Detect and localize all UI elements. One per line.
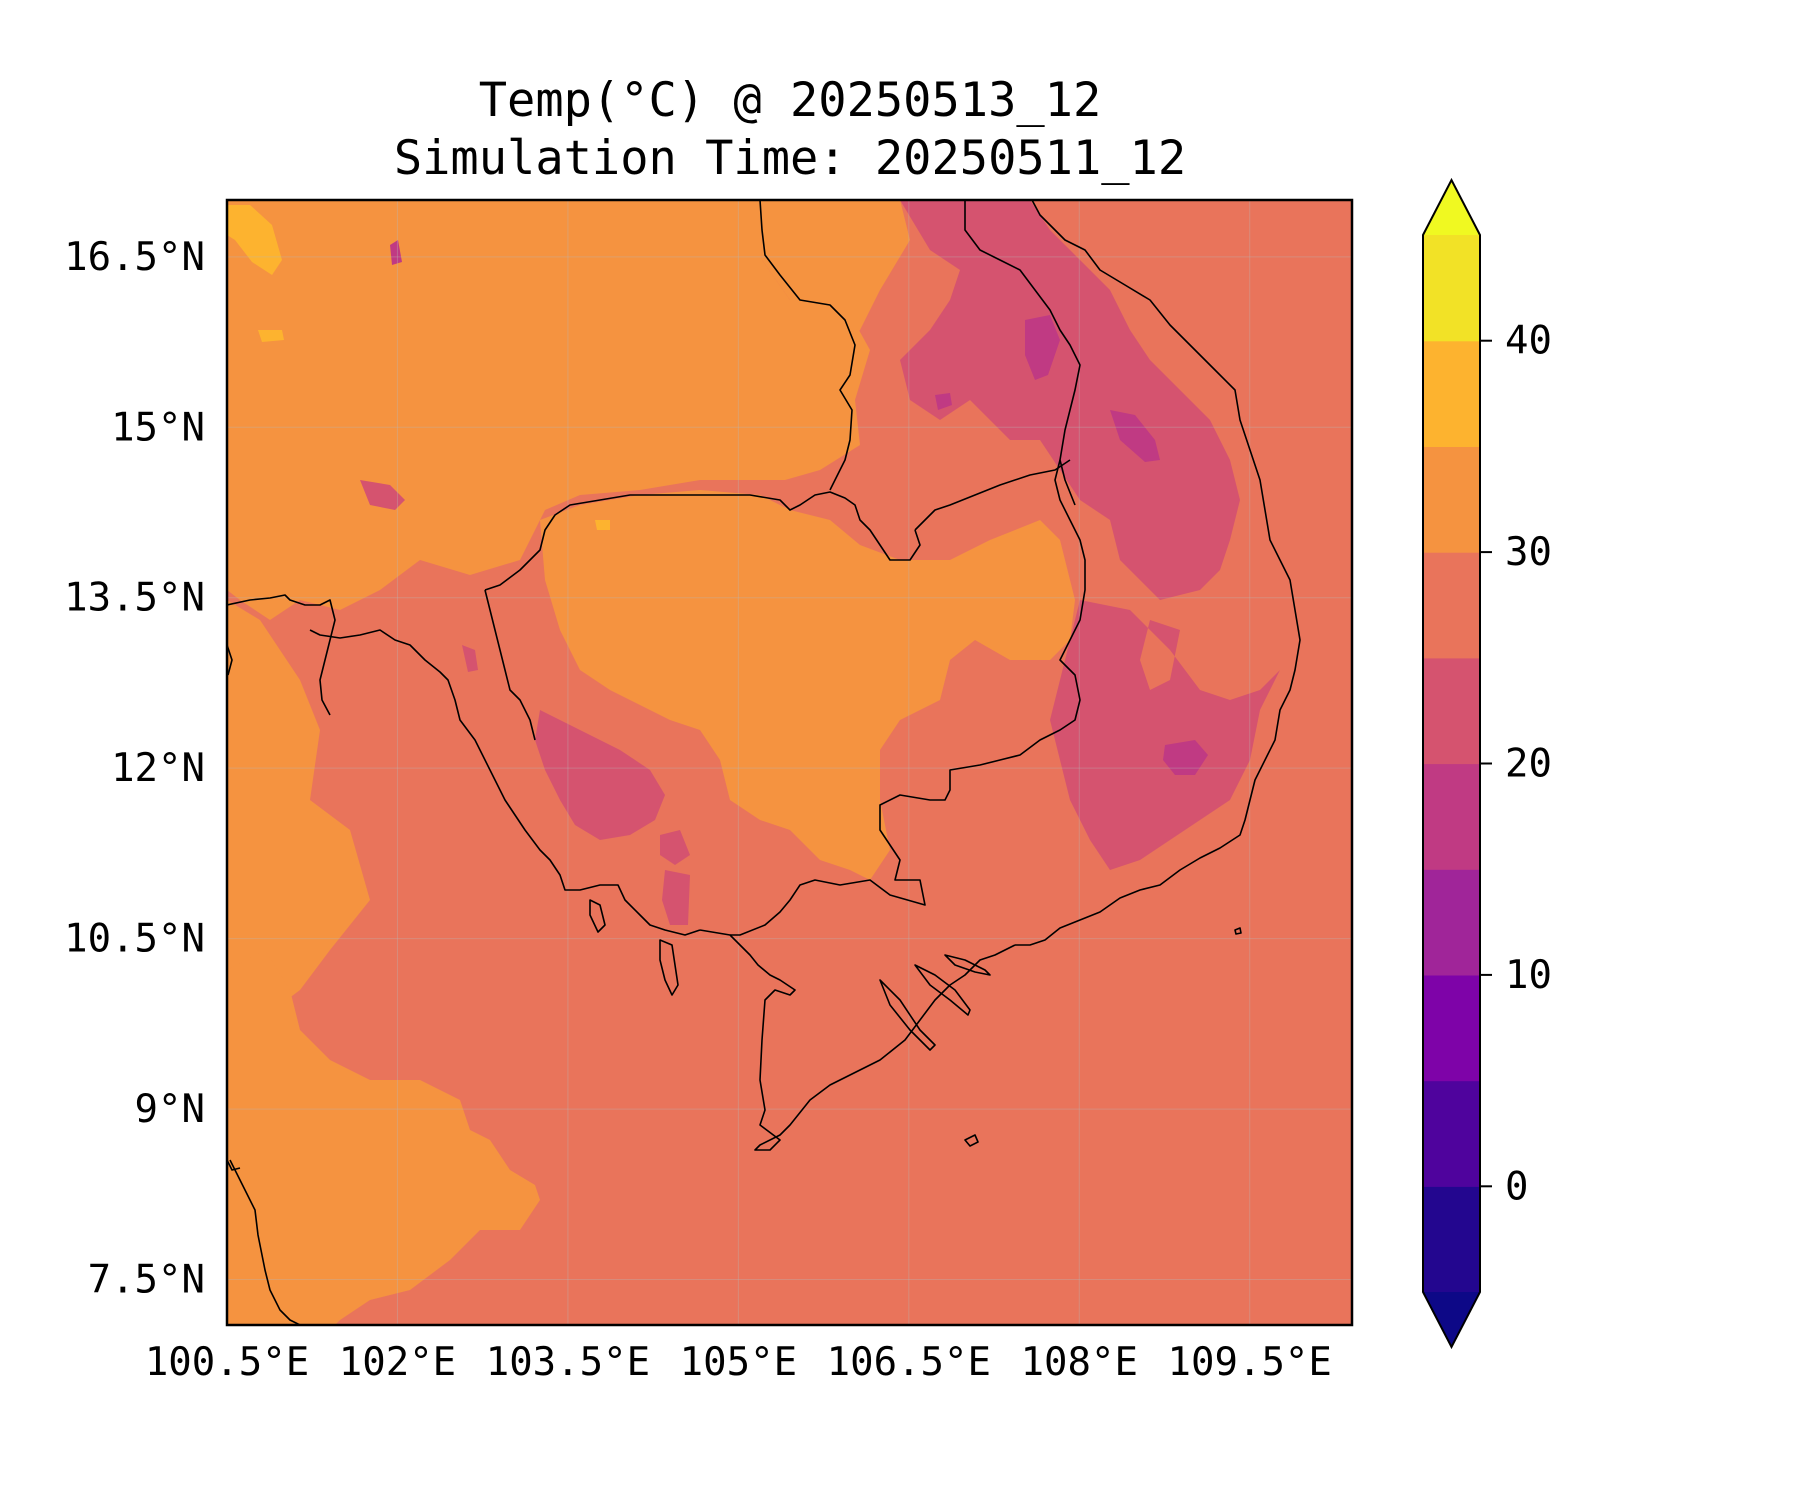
x-tick-label: 109.5°E [1168, 1340, 1332, 1385]
y-tick-label: 15°N [111, 405, 205, 450]
border-cambodia-vietnam [730, 459, 1086, 936]
map-title: Temp(°C) @ 20250513_12 [479, 73, 1102, 128]
x-tick-label: 100.5°E [145, 1340, 309, 1385]
border-thailand-cambodia [484, 491, 921, 591]
x-tick-label: 103.5°E [486, 1340, 650, 1385]
field-region-annamite-cool [900, 200, 1240, 600]
colorbar-tick-label: 0 [1505, 1164, 1528, 1209]
y-tick-label: 13.5°N [64, 576, 205, 621]
colorbar-segment [1423, 552, 1480, 659]
y-tick-label: 16.5°N [64, 235, 205, 280]
island-mekong-delta-2 [914, 964, 971, 1016]
colorbar-segment [1423, 1186, 1480, 1293]
y-tick-label: 9°N [135, 1087, 205, 1132]
field-region-western-warm [227, 200, 870, 1030]
colorbar-extend-max [1423, 180, 1480, 235]
x-tick-label: 105°E [680, 1340, 797, 1385]
island-mekong-delta-3 [944, 954, 991, 976]
field-region-laos-north-warm [760, 200, 910, 345]
border-thailand-laos [759, 200, 856, 491]
coastline-andaman [227, 1159, 241, 1171]
coastline-vietnam [1015, 200, 1301, 946]
colorbar-segment [1423, 340, 1480, 447]
colorbar-segment [1423, 446, 1480, 553]
border-laos-vietnam [964, 200, 1081, 506]
colorbar-segment [1423, 974, 1480, 1082]
y-axis-latitude: 16.5°N 15°N 13.5°N 12°N 10.5°N 9°N 7.5°N [64, 235, 205, 1303]
colorbar-segment [1423, 869, 1480, 976]
colorbar-tick-label: 20 [1505, 742, 1552, 787]
island-con-dao [964, 1134, 979, 1147]
coastline-gulf-of-thailand [309, 629, 701, 936]
field-region-highlands-cool [1050, 600, 1280, 870]
colorbar-segment [1423, 657, 1480, 765]
y-tick-label: 12°N [111, 746, 205, 791]
field-region-cardamom-cool [535, 710, 665, 840]
border-laos-cambodia [914, 459, 1071, 531]
y-tick-label: 7.5°N [88, 1258, 205, 1303]
x-tick-label: 108°E [1021, 1340, 1138, 1385]
island-koh-kong [589, 899, 606, 933]
x-axis-longitude: 100.5°E 102°E 103.5°E 105°E 106.5°E 108°E 109.… [145, 1340, 1332, 1385]
colorbar-tick-label: 30 [1505, 530, 1552, 575]
colorbar-tick-label: 10 [1505, 953, 1552, 998]
colorbar-outline [1422, 177, 1481, 1350]
y-tick-label: 10.5°N [64, 917, 205, 962]
map-subtitle: Simulation Time: 20250511_12 [394, 131, 1186, 186]
colorbar: 0 10 20 30 40 [1422, 177, 1552, 1350]
border-cambodia-thailand-south [484, 589, 536, 741]
colorbar-segment [1423, 763, 1480, 870]
temperature-field [227, 200, 1352, 1325]
field-region-cambodia-warm [540, 490, 1075, 880]
colorbar-tick-label: 40 [1505, 319, 1552, 364]
border-thailand-myanmar [227, 594, 336, 716]
field-region-southwest-warm [227, 950, 540, 1325]
island-mekong-delta-1 [879, 979, 936, 1051]
island-small-south [1234, 927, 1242, 935]
colorbar-extend-min [1423, 1292, 1480, 1347]
island-phu-quoc [659, 939, 679, 996]
field-region-hot-spots [227, 205, 610, 530]
border-myanmar-coast [227, 644, 233, 676]
coastlines-borders [227, 200, 1301, 1325]
colorbar-segment [1423, 235, 1480, 342]
colorbar-segment [1423, 1080, 1480, 1187]
coastline-mekong-delta [699, 929, 1016, 1151]
x-tick-label: 106.5°E [827, 1340, 991, 1385]
map-gridlines [227, 200, 1352, 1325]
x-tick-label: 102°E [339, 1340, 456, 1385]
coastline-malay-peninsula [229, 1159, 301, 1325]
map-frame [225, 198, 1354, 1327]
